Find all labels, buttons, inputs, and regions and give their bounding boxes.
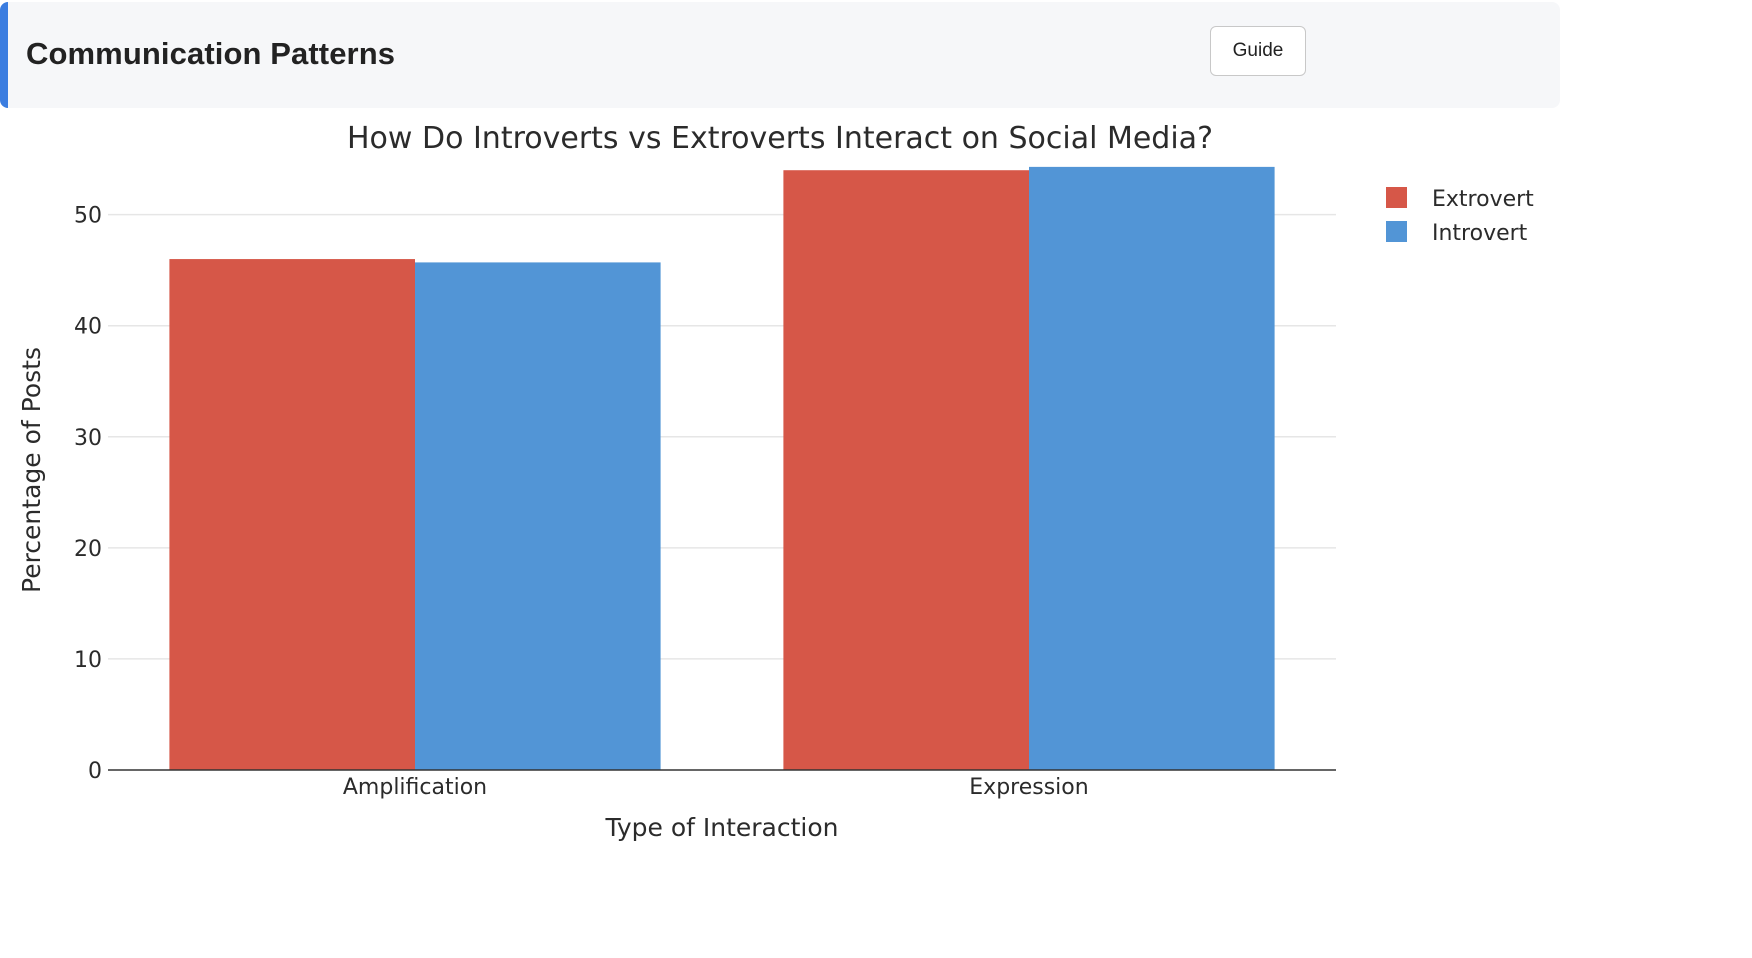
chart-title: How Do Introverts vs Extroverts Interact… (347, 121, 1213, 156)
y-tick-label: 50 (74, 204, 102, 229)
legend-label-introvert[interactable]: Introvert (1432, 221, 1528, 246)
x-axis-title: Type of Interaction (604, 813, 838, 842)
axes: 0 10 20 30 40 50 Amplification Expression (74, 204, 1336, 800)
y-tick-label: 0 (88, 759, 102, 784)
bar-extrovert-amplification[interactable] (169, 259, 415, 770)
y-tick-label: 40 (74, 315, 102, 340)
legend-swatch-introvert[interactable] (1386, 221, 1407, 242)
bar-chart: How Do Introverts vs Extroverts Interact… (17, 121, 1534, 842)
x-tick-label: Amplification (343, 775, 487, 800)
bar-extrovert-expression[interactable] (783, 170, 1029, 770)
legend[interactable]: Extrovert Introvert (1386, 187, 1534, 246)
chart-container: How Do Introverts vs Extroverts Interact… (0, 108, 1560, 848)
y-axis-title: Percentage of Posts (17, 347, 46, 593)
x-tick-label: Expression (969, 775, 1088, 800)
legend-swatch-extrovert[interactable] (1386, 187, 1407, 208)
page-title: Communication Patterns (26, 36, 396, 71)
y-tick-label: 20 (74, 537, 102, 562)
legend-label-extrovert[interactable]: Extrovert (1432, 187, 1534, 212)
bar-introvert-amplification[interactable] (415, 262, 661, 770)
bars (169, 166, 1275, 770)
page-header: Communication Patterns Guide (0, 2, 1560, 108)
guide-button[interactable]: Guide (1210, 26, 1306, 76)
y-tick-label: 30 (74, 426, 102, 451)
bar-introvert-expression[interactable] (1029, 166, 1275, 770)
y-tick-label: 10 (74, 648, 102, 673)
